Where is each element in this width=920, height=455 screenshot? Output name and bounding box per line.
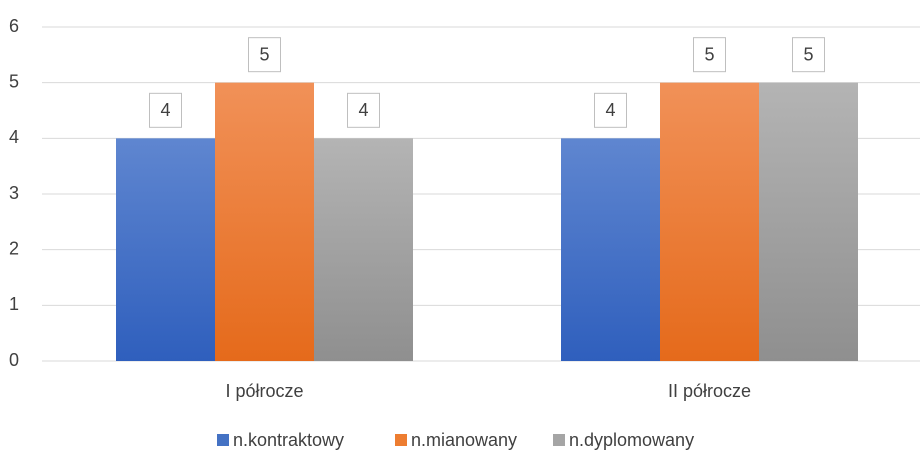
y-tick-label: 0 [9, 350, 19, 370]
legend-label: n.mianowany [411, 430, 517, 450]
y-tick-label: 3 [9, 183, 19, 203]
legend-label: n.dyplomowany [569, 430, 694, 450]
data-label-box [347, 92, 380, 128]
y-tick-label: 4 [9, 127, 19, 147]
data-label-box [248, 37, 281, 73]
bar [561, 138, 660, 361]
x-tick-label: II półrocze [668, 381, 751, 401]
bar [116, 138, 215, 361]
y-tick-label: 5 [9, 71, 19, 91]
y-tick-label: 2 [9, 238, 19, 258]
data-label-box [792, 37, 825, 73]
data-label: 5 [803, 44, 813, 64]
y-tick-label: 1 [9, 294, 19, 314]
legend-swatch [217, 434, 229, 446]
data-label: 4 [358, 100, 368, 120]
y-tick-label: 6 [9, 16, 19, 36]
legend-swatch [395, 434, 407, 446]
bar [215, 82, 314, 362]
legend-swatch [553, 434, 565, 446]
data-label: 5 [259, 44, 269, 64]
x-tick-label: I półrocze [225, 381, 303, 401]
data-label: 5 [704, 44, 714, 64]
bar [759, 82, 858, 362]
data-label: 4 [605, 100, 615, 120]
bar [660, 82, 759, 362]
data-label-box [149, 92, 182, 128]
data-label-box [693, 37, 726, 73]
bar [314, 138, 413, 361]
data-label: 4 [160, 100, 170, 120]
legend-label: n.kontraktowy [233, 430, 344, 450]
data-label-box [594, 92, 627, 128]
